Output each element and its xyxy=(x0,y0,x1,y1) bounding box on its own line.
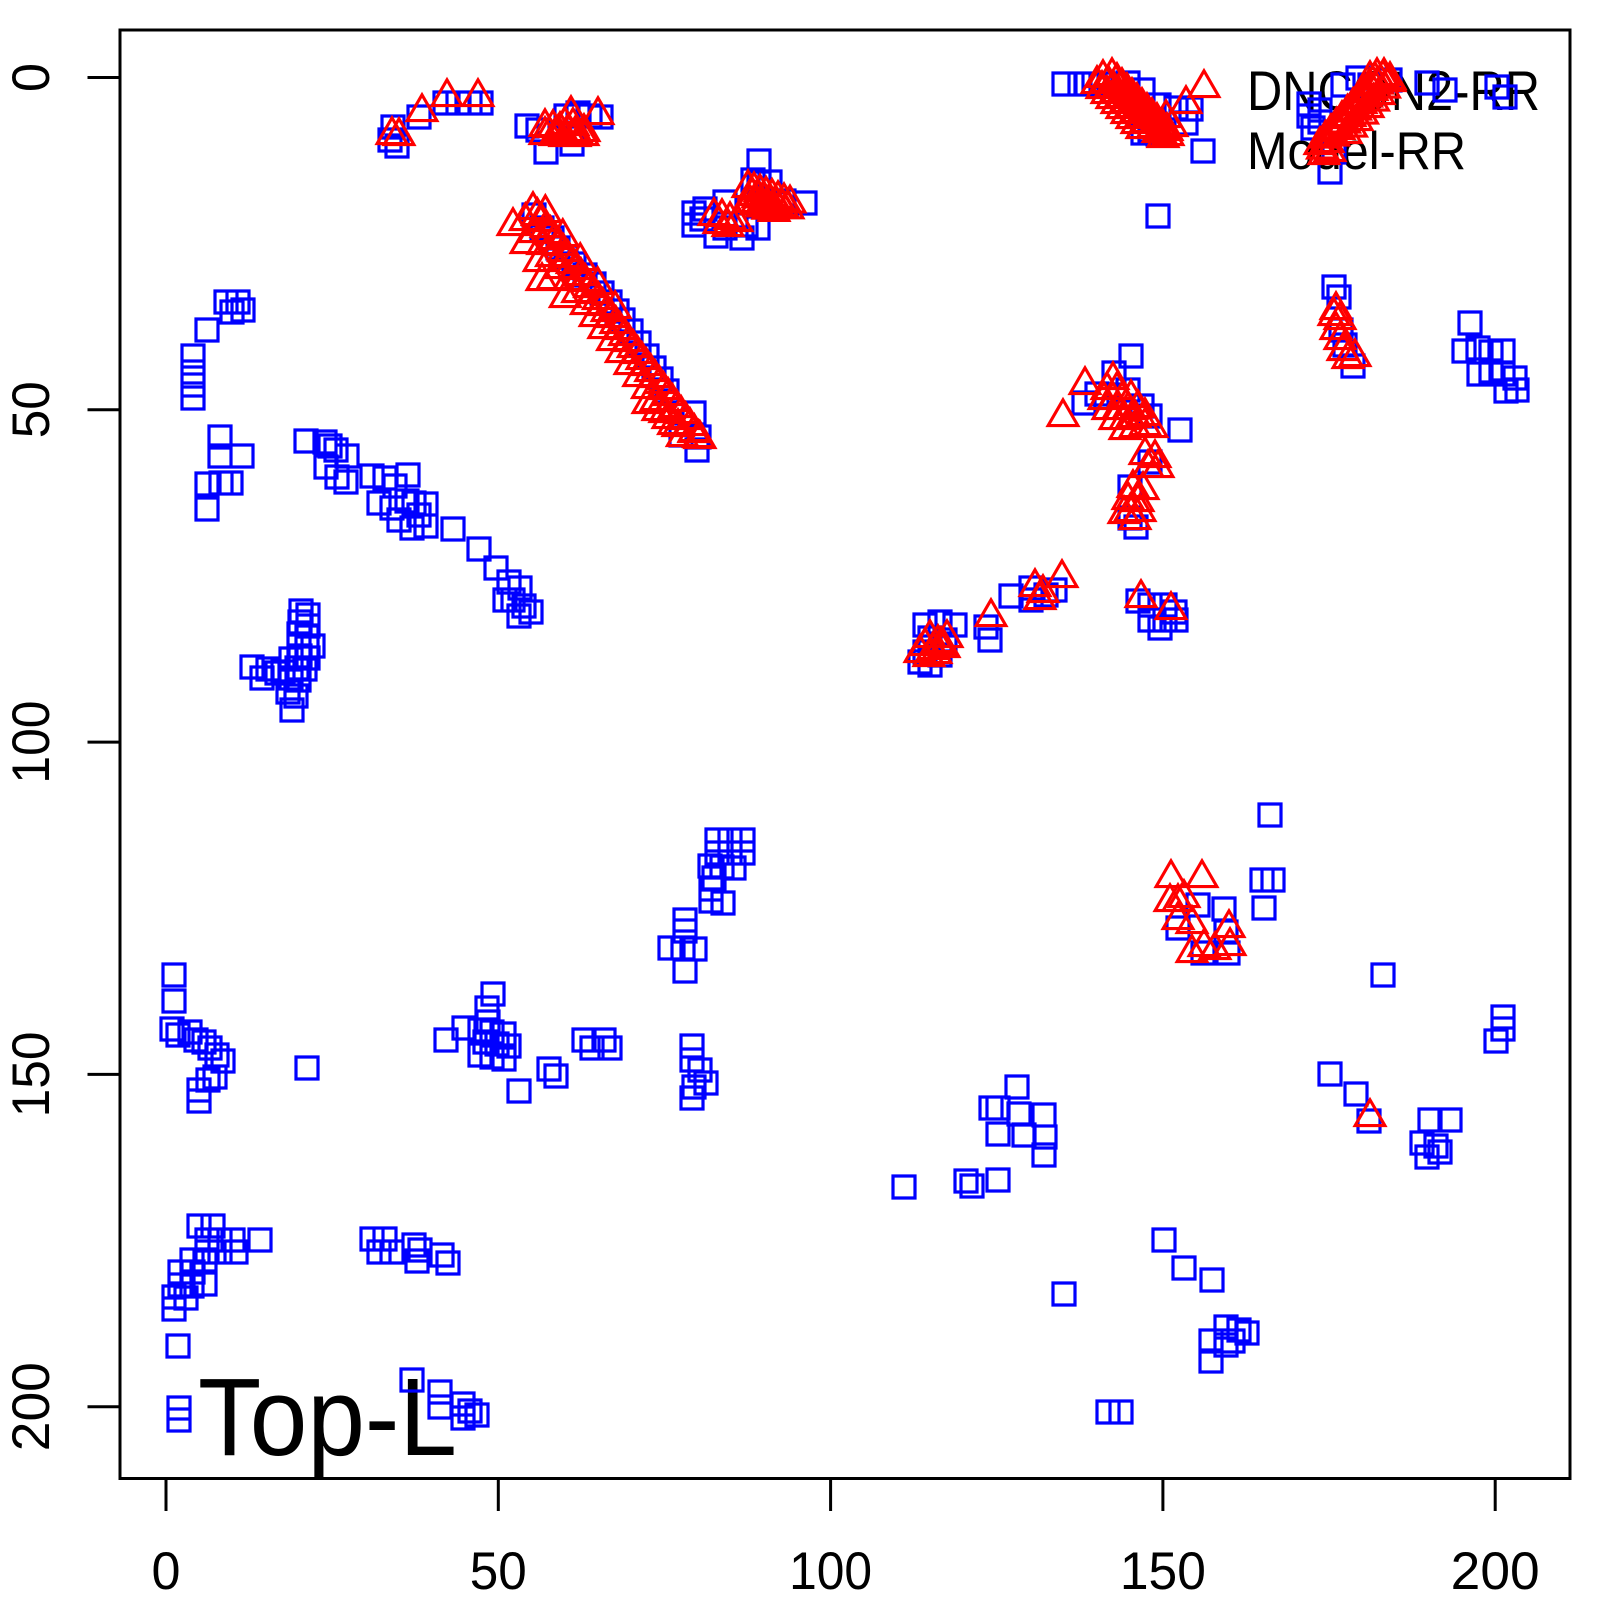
svg-text:200: 200 xyxy=(2,1362,61,1451)
svg-text:100: 100 xyxy=(2,701,61,784)
svg-text:150: 150 xyxy=(1120,1542,1206,1600)
svg-text:100: 100 xyxy=(789,1542,872,1600)
svg-text:0: 0 xyxy=(2,63,61,92)
svg-text:0: 0 xyxy=(152,1542,181,1600)
svg-text:Top-L: Top-L xyxy=(198,1356,457,1479)
svg-text:50: 50 xyxy=(470,1542,527,1600)
svg-text:200: 200 xyxy=(1451,1542,1540,1600)
svg-text:150: 150 xyxy=(2,1031,61,1117)
svg-text:50: 50 xyxy=(2,381,61,438)
